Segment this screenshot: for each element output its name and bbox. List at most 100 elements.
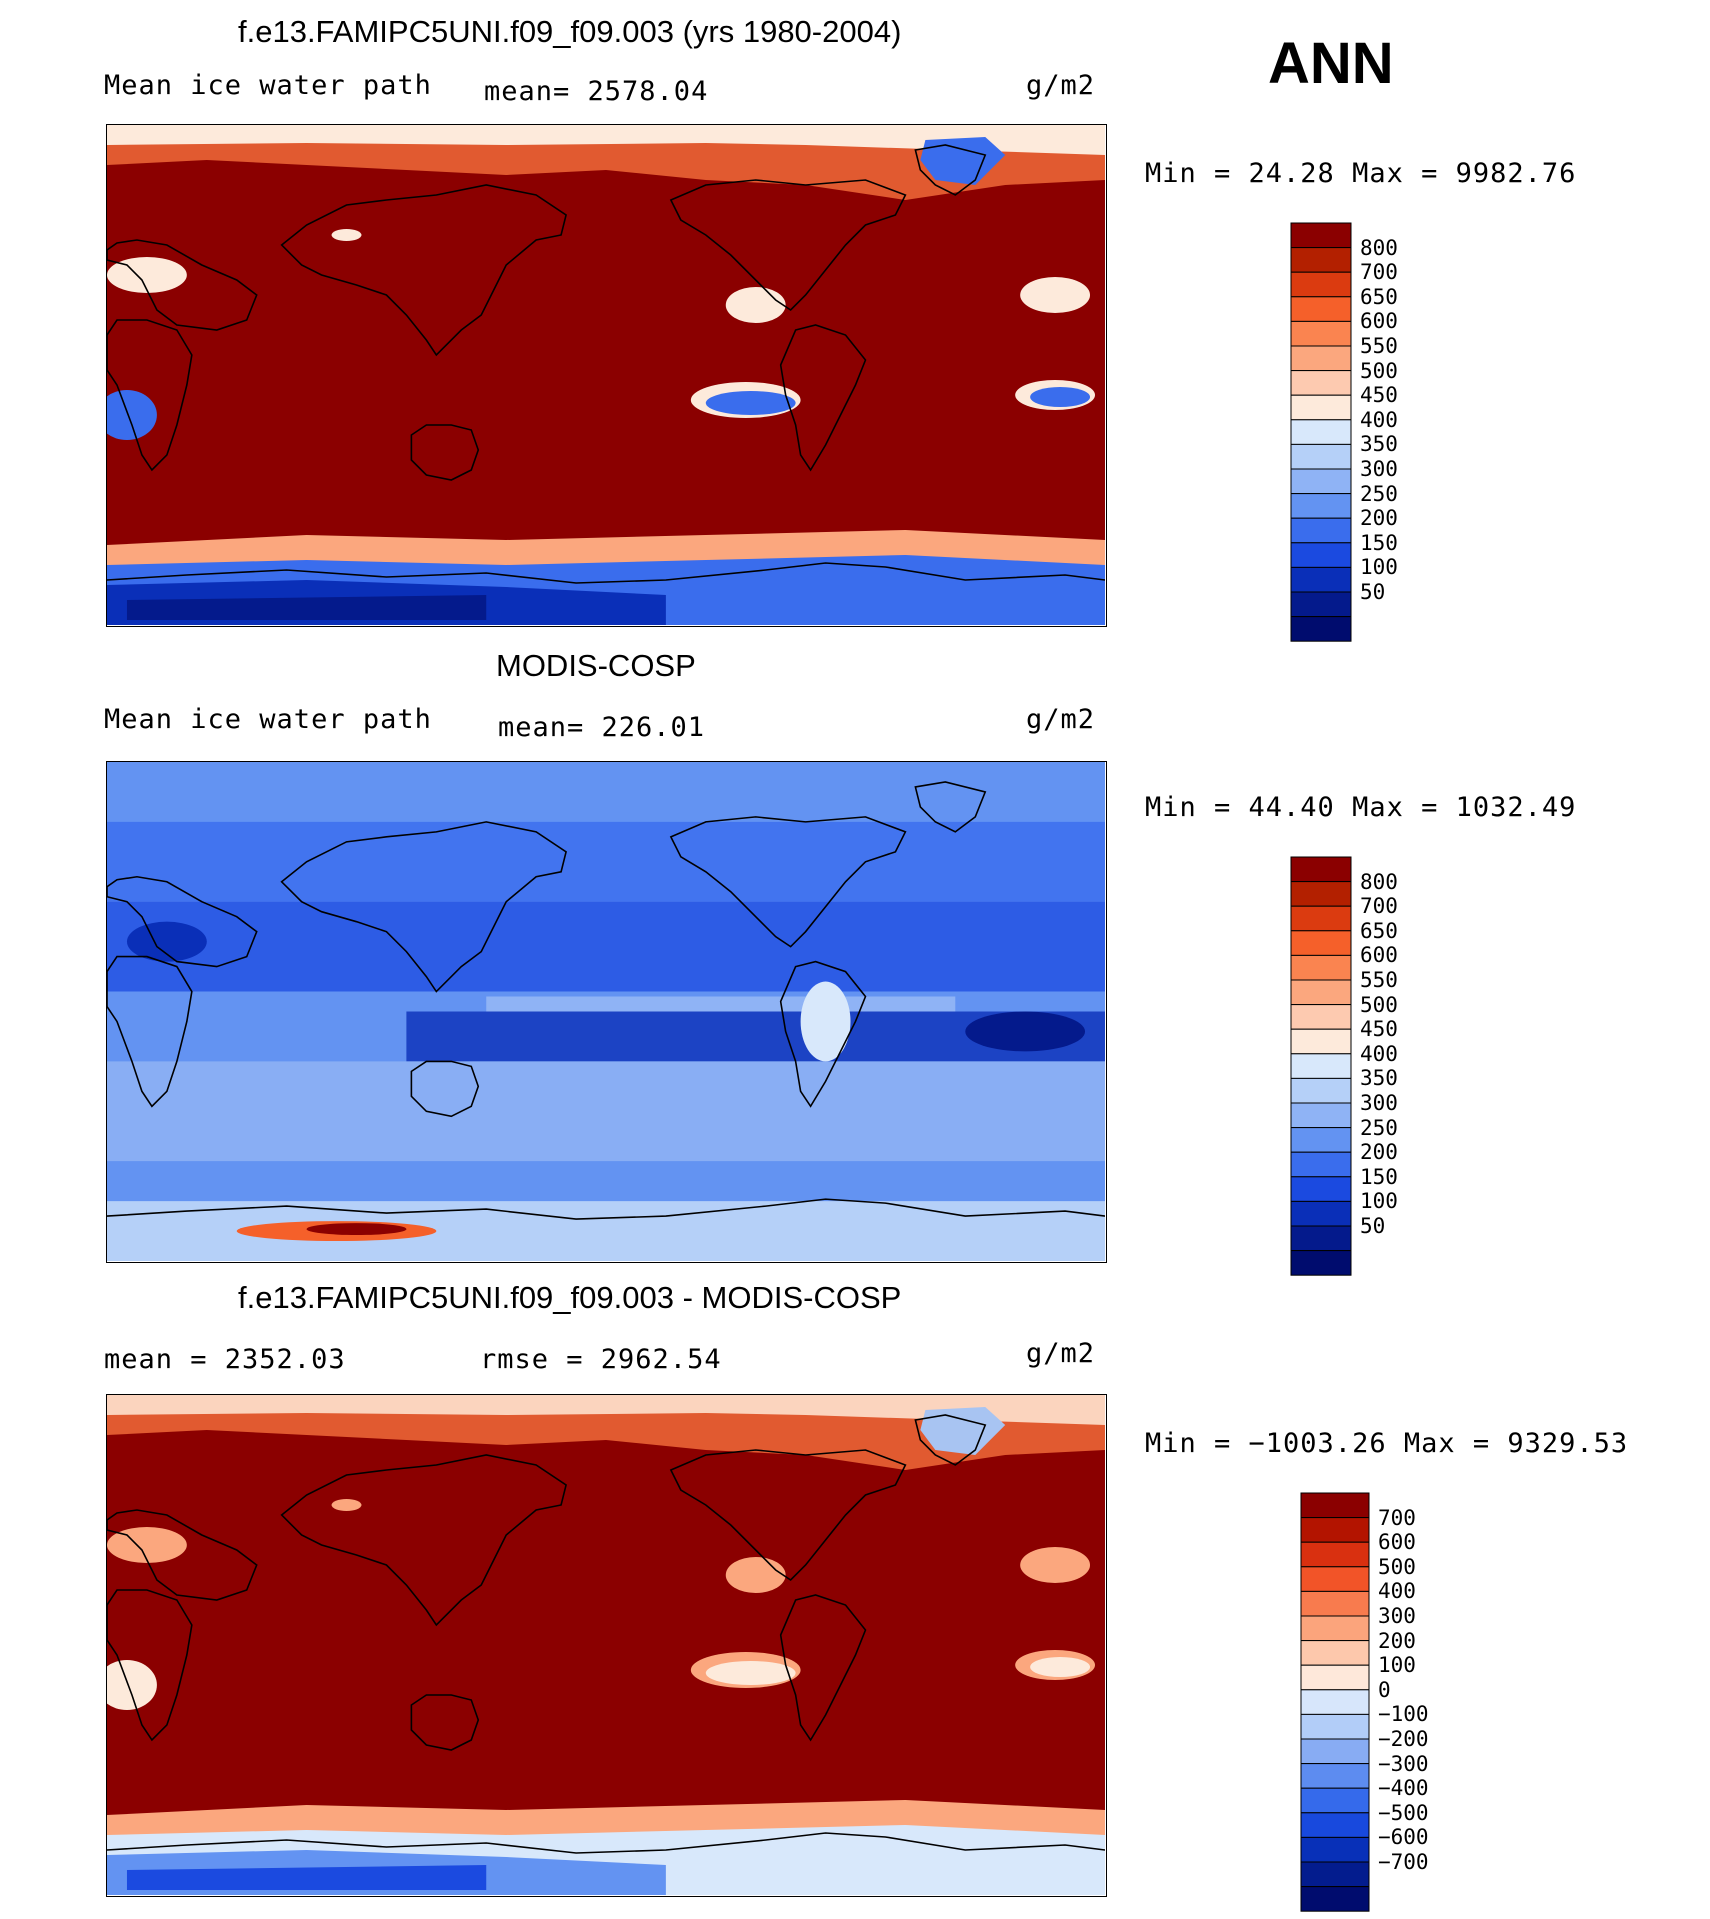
colorbar-swatch	[1290, 930, 1352, 956]
colorbar-tick-label: 400	[1360, 1041, 1398, 1066]
map-panel-diff	[106, 1394, 1107, 1897]
map-contour-region	[331, 1499, 362, 1511]
colorbar-swatch	[1300, 1492, 1370, 1519]
colorbar-tick-label: 250	[1360, 1115, 1398, 1140]
colorbar-swatch	[1290, 370, 1352, 396]
colorbar-swatch	[1300, 1517, 1370, 1543]
coastline	[410, 1694, 480, 1751]
panel-title-model: f.e13.FAMIPC5UNI.f09_f09.003 (yrs 1980-2…	[238, 14, 902, 49]
colorbar-swatch	[1300, 1689, 1370, 1715]
colorbar-tick-label: −500	[1378, 1800, 1429, 1825]
colorbar-obs: 800 700 650 600 550 500 450 400 350 300 250 200 150 1…	[1290, 856, 1398, 1283]
coastline	[669, 1449, 907, 1582]
map-contour-region	[725, 287, 786, 323]
colorbar-tick-label: 400	[1360, 407, 1398, 432]
coastline	[107, 1589, 193, 1742]
colorbar-tick-label: 300	[1378, 1604, 1416, 1628]
panel-title-diff: f.e13.FAMIPC5UNI.f09_f09.003 - MODIS-COS…	[238, 1280, 902, 1315]
map-contour-region	[126, 921, 207, 962]
map-contour-region	[107, 821, 1105, 902]
colorbar-swatch	[1290, 881, 1352, 907]
map-contour-region	[1030, 387, 1091, 407]
coastline	[280, 821, 567, 993]
colorbar-tick-label: 100	[1378, 1653, 1416, 1678]
panel-units-model: g/m2	[1026, 70, 1096, 101]
colorbar-swatch	[1290, 247, 1352, 273]
colorbar-swatch	[1290, 1077, 1352, 1104]
coastline	[914, 144, 987, 196]
coastline	[280, 1454, 567, 1627]
coastline	[107, 562, 1105, 584]
colorbar-tick-label: 200	[1360, 1140, 1398, 1165]
map-contour-region	[486, 996, 956, 1012]
coastline	[107, 955, 193, 1108]
colorbar-swatch	[1290, 616, 1352, 642]
colorbar-tick-label: 250	[1360, 481, 1398, 506]
map-contour-region	[107, 1161, 1105, 1202]
map-contour-region	[107, 1395, 1105, 1425]
colorbar-tick-label: 0	[1378, 1677, 1391, 1702]
colorbar-swatch	[1300, 1713, 1370, 1740]
panel-minmax-obs: Min = 44.40 Max = 1032.49	[1145, 792, 1577, 823]
colorbar-tick-label: 550	[1360, 334, 1398, 358]
colorbar-tick-label: −200	[1378, 1727, 1429, 1751]
colorbar-tick-label: 50	[1360, 580, 1386, 604]
colorbar-tick-label: 300	[1360, 1091, 1398, 1115]
colorbar-tick-label: 400	[1378, 1579, 1416, 1604]
coastline	[280, 184, 567, 357]
coastlines	[107, 781, 1105, 1220]
colorbar-swatch	[1290, 517, 1352, 544]
colorbar-tick-label: 650	[1360, 284, 1398, 309]
map-contour-region	[107, 125, 1105, 155]
map-contour-region	[107, 1660, 157, 1710]
season-label: ANN	[1268, 31, 1394, 96]
coastline	[107, 1198, 1105, 1220]
map-contour-region	[920, 1407, 1006, 1455]
panel-minmax-model: Min = 24.28 Max = 9982.76	[1145, 158, 1577, 189]
colorbar-tick-label: 500	[1360, 992, 1398, 1017]
colorbar-swatch	[1300, 1861, 1370, 1888]
colorbar-tick-label: 800	[1360, 235, 1398, 260]
colorbar-tick-label: 700	[1360, 894, 1398, 919]
colorbar-swatch	[1290, 1102, 1352, 1129]
map-contour-region	[725, 1557, 786, 1593]
panel-mean-obs: mean= 226.01	[498, 712, 706, 743]
coastline	[669, 816, 907, 948]
coastline	[914, 781, 987, 833]
colorbar-tick-label: 700	[1360, 260, 1398, 285]
colorbar-tick-label: 650	[1360, 918, 1398, 943]
colorbar-swatch	[1300, 1590, 1370, 1617]
colorbar-swatch	[1290, 905, 1352, 932]
coastline	[779, 324, 867, 472]
colorbar-tick-label: 450	[1360, 383, 1398, 408]
panel-units-diff: g/m2	[1026, 1338, 1096, 1369]
colorbar-swatch	[1290, 394, 1352, 421]
panel-mean-model: mean= 2578.04	[484, 76, 709, 107]
colorbar-swatch	[1290, 1127, 1352, 1153]
colorbar-tick-label: 600	[1360, 309, 1398, 334]
colorbar-tick-label: −100	[1378, 1702, 1429, 1727]
colorbar-swatch	[1300, 1763, 1370, 1789]
colorbar-tick-label: 500	[1378, 1554, 1416, 1579]
colorbar-swatch	[1290, 1004, 1352, 1030]
map-contour-region	[1020, 1547, 1091, 1583]
colorbar-diff: 700 600 500 400 300 200 100 0 −100 −200 −300 −400 −5…	[1300, 1492, 1429, 1919]
colorbar-swatch	[1300, 1541, 1370, 1568]
colorbar-swatch	[1290, 468, 1352, 495]
coastline	[107, 319, 193, 472]
colorbar-swatch	[1300, 1787, 1370, 1814]
map-contour-region	[406, 1011, 1105, 1062]
colorbar-swatch	[1290, 1151, 1352, 1178]
coastline	[107, 875, 258, 968]
coastline	[107, 1509, 258, 1601]
colorbar-swatch	[1290, 493, 1352, 519]
colorbar-tick-label: 100	[1360, 555, 1398, 580]
colorbar-tick-label: 350	[1360, 1066, 1398, 1091]
panel-left-label-model: Mean ice water path	[104, 70, 432, 101]
colorbar-swatch	[1290, 345, 1352, 372]
colorbar-tick-label: 150	[1360, 530, 1398, 555]
map-contour-region	[331, 229, 362, 241]
colorbar-swatch	[1300, 1738, 1370, 1765]
colorbar-swatch	[1300, 1664, 1370, 1691]
coastline	[410, 1060, 480, 1118]
